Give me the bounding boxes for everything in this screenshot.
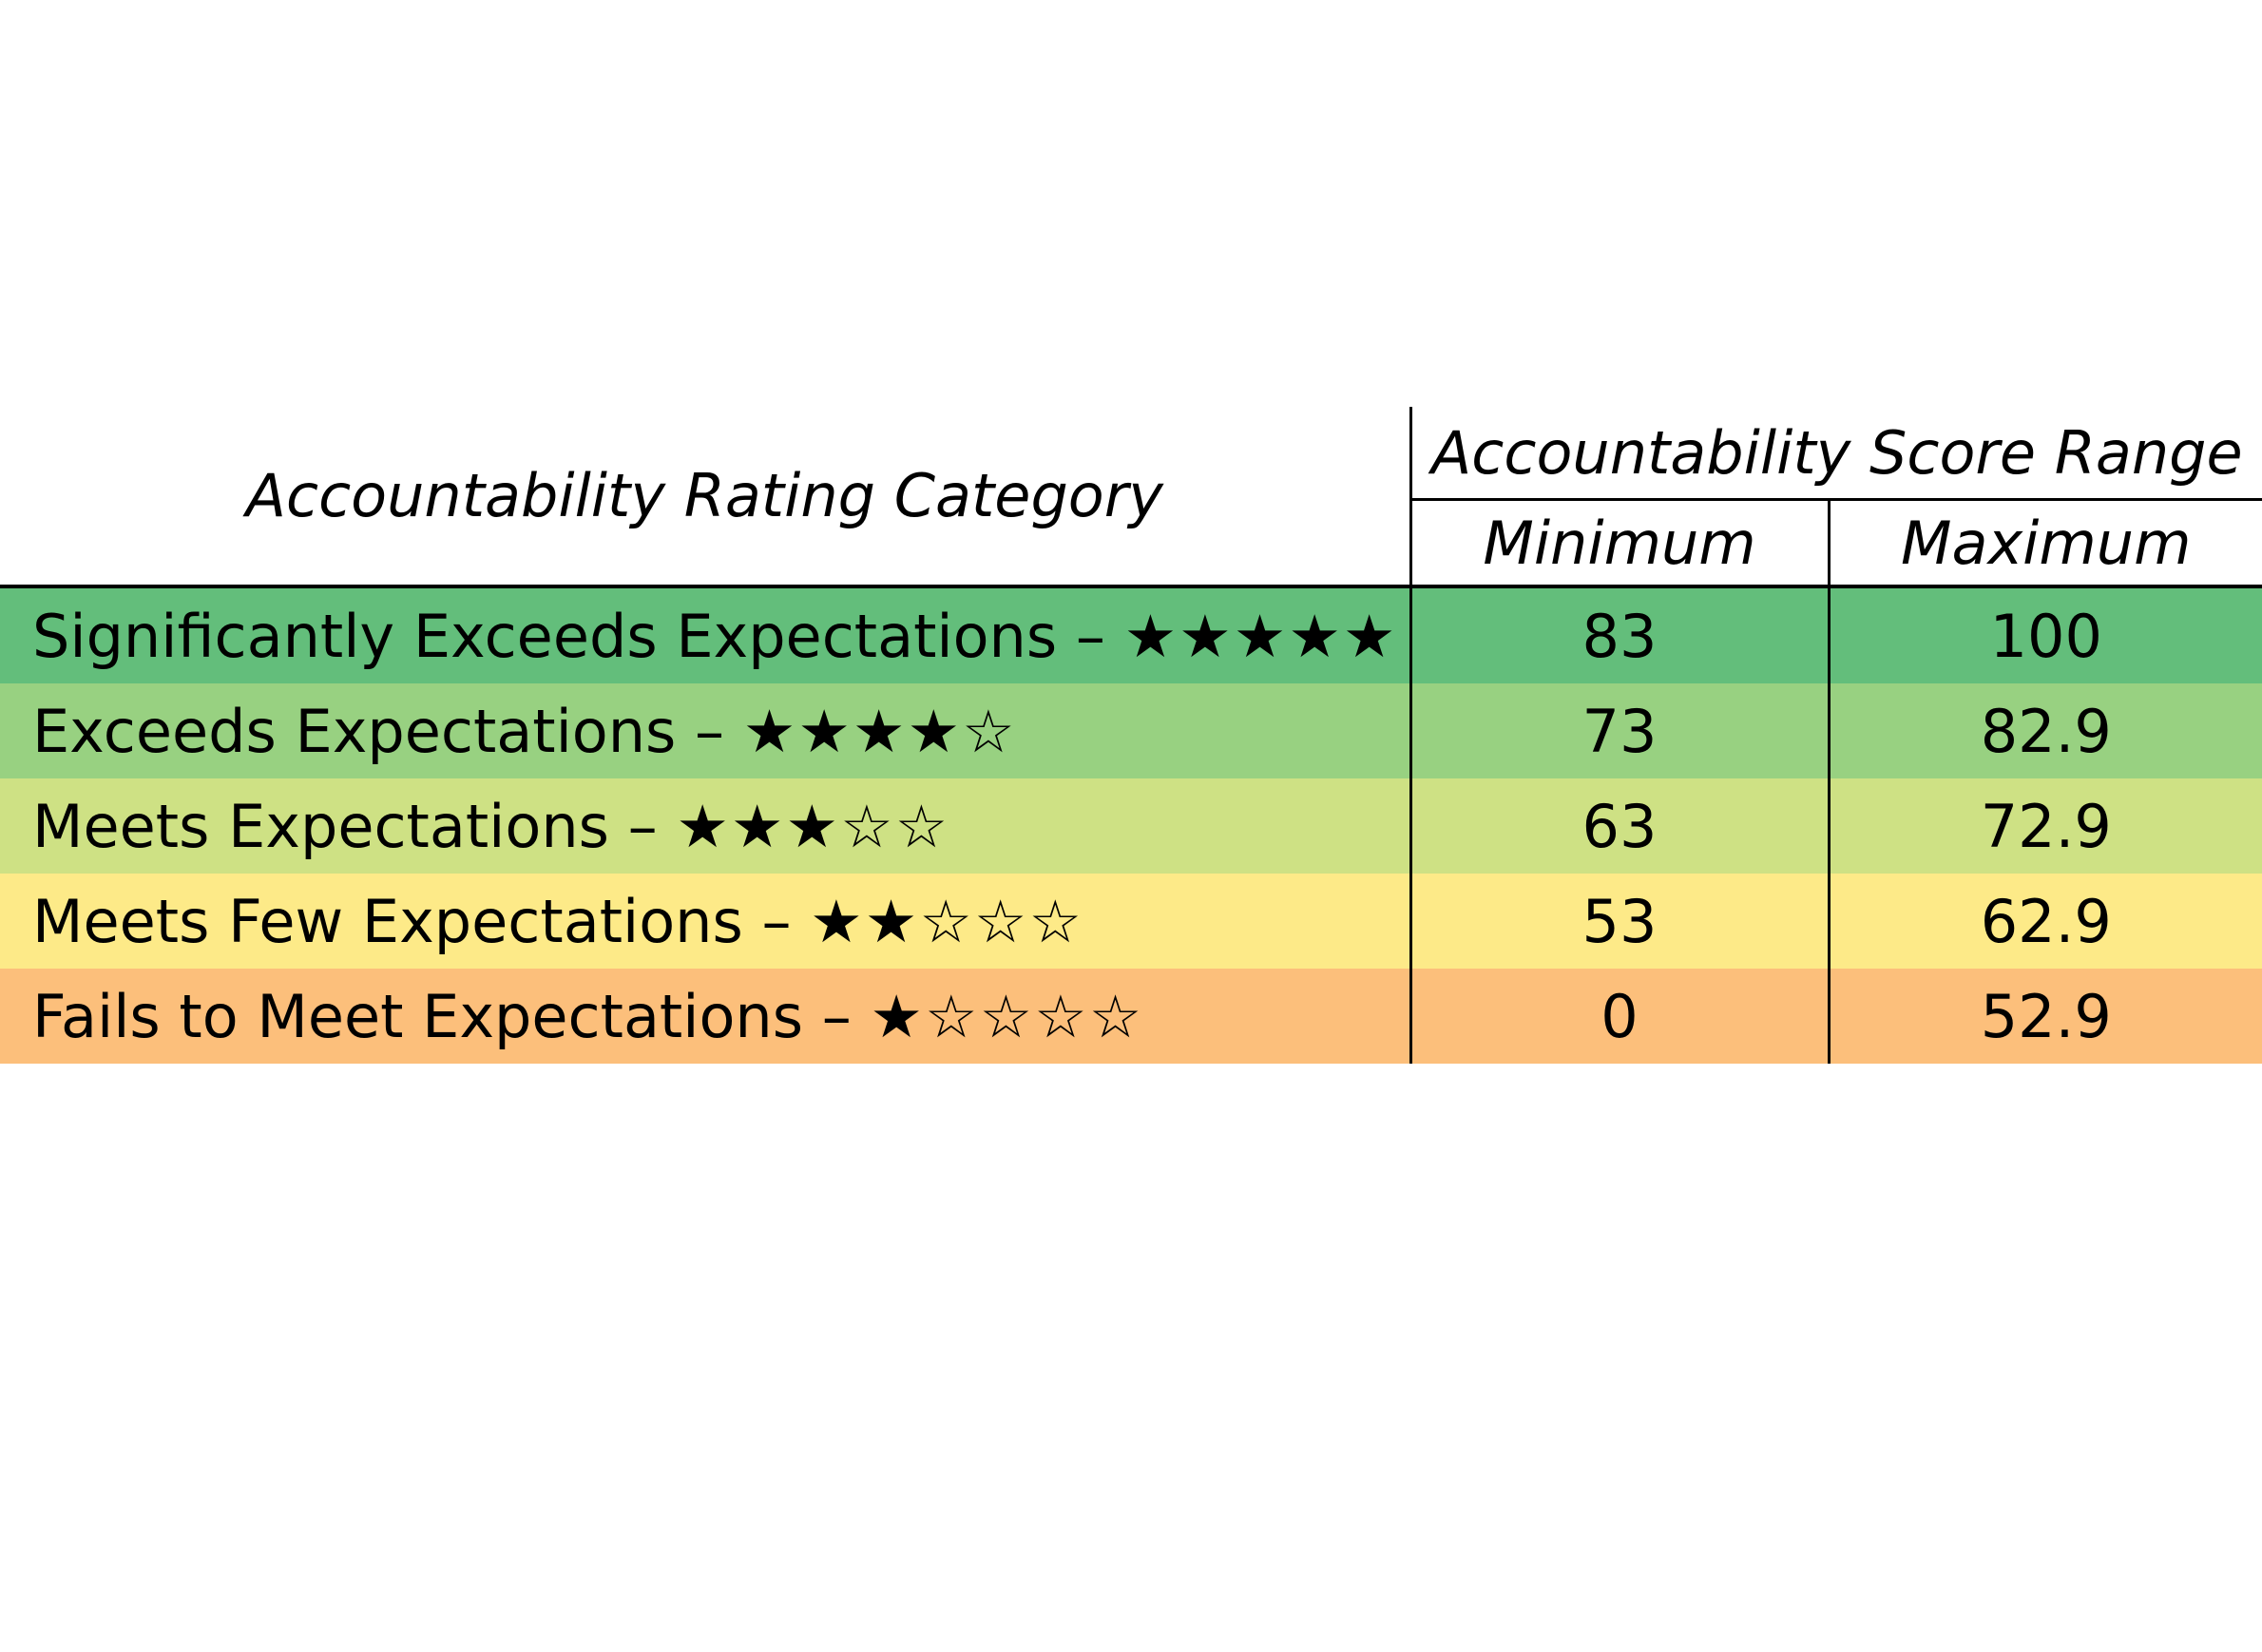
category-cell: Fails to Meet Expectations – ★☆☆☆☆ bbox=[0, 969, 1412, 1064]
maximum-score-cell: 52.9 bbox=[1980, 981, 2112, 1051]
star-rating-icon: ★★★★★ bbox=[1123, 601, 1398, 671]
star-rating-icon: ★★☆☆☆ bbox=[810, 886, 1084, 956]
category-column-header: Accountability Rating Category bbox=[0, 407, 1412, 588]
category-label: Fails to Meet Expectations – bbox=[32, 981, 871, 1051]
minimum-score-cell: 53 bbox=[1410, 874, 1831, 969]
category-cell: Significantly Exceeds Expectations – ★★★… bbox=[0, 586, 1412, 683]
header-row-sub: Minimum Maximum bbox=[0, 499, 2262, 588]
header-row-top: Accountability Rating Category Accountab… bbox=[0, 407, 2262, 588]
rating-table-container: Accountability Rating Category Accountab… bbox=[0, 407, 2262, 1064]
star-rating-icon: ★★★☆☆ bbox=[676, 791, 950, 861]
minimum-score-cell: 63 bbox=[1410, 778, 1831, 874]
minimum-score-cell: 73 bbox=[1410, 683, 1831, 778]
table-row: Fails to Meet Expectations – ★☆☆☆☆ 0 52.… bbox=[0, 969, 2262, 1064]
table-row: Meets Few Expectations – ★★☆☆☆ 53 62.9 bbox=[0, 874, 2262, 969]
table-row: Exceeds Expectations – ★★★★☆ 73 82.9 bbox=[0, 683, 2262, 778]
star-rating-icon: ★★★★☆ bbox=[742, 696, 1017, 766]
maximum-score-cell: 72.9 bbox=[1980, 791, 2112, 861]
star-rating-icon: ★☆☆☆☆ bbox=[870, 981, 1144, 1051]
category-label: Meets Expectations – bbox=[32, 791, 677, 861]
table-row: Significantly Exceeds Expectations – ★★★… bbox=[0, 586, 2262, 683]
maximum-score-cell: 62.9 bbox=[1980, 886, 2112, 956]
minimum-score-cell: 83 bbox=[1410, 586, 1831, 683]
accountability-rating-table: Accountability Rating Category Accountab… bbox=[0, 407, 2262, 1064]
maximum-column-header: Maximum bbox=[1829, 499, 2262, 588]
score-range-header: Accountability Score Range bbox=[1410, 407, 2262, 501]
maximum-score-cell: 100 bbox=[1989, 601, 2102, 671]
category-cell: Exceeds Expectations – ★★★★☆ bbox=[0, 683, 1412, 778]
minimum-score-cell: 0 bbox=[1410, 969, 1831, 1064]
category-cell: Meets Expectations – ★★★☆☆ bbox=[0, 778, 1412, 874]
category-label: Meets Few Expectations – bbox=[32, 886, 811, 956]
category-label: Significantly Exceeds Expectations – bbox=[32, 601, 1124, 671]
category-cell: Meets Few Expectations – ★★☆☆☆ bbox=[0, 874, 1412, 969]
table-row: Meets Expectations – ★★★☆☆ 63 72.9 bbox=[0, 778, 2262, 874]
maximum-score-cell: 82.9 bbox=[1980, 696, 2112, 766]
minimum-column-header: Minimum bbox=[1410, 499, 1831, 588]
category-label: Exceeds Expectations – bbox=[32, 696, 743, 766]
